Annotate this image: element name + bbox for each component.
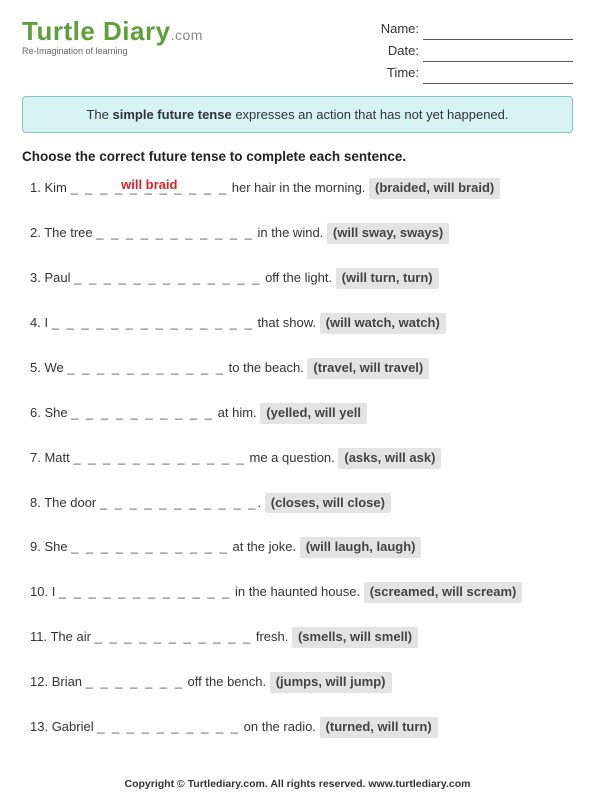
logo: Turtle Diary.com Re-Imagination of learn… xyxy=(22,18,203,56)
worksheet-header: Turtle Diary.com Re-Imagination of learn… xyxy=(22,18,573,84)
option-hint: (travel, will travel) xyxy=(307,358,429,379)
option-hint: (will sway, sways) xyxy=(327,223,449,244)
question-row: 3. Paul _ _ _ _ _ _ _ _ _ _ _ _ _ off th… xyxy=(30,268,573,289)
answer-blank[interactable]: _ _ _ _ _ _ _ _ _ _ _ xyxy=(67,360,225,377)
answer-blank[interactable]: _ _ _ _ _ _ _ _ _ _ xyxy=(97,719,240,736)
question-pre: We xyxy=(44,360,67,375)
question-post: at him. xyxy=(214,405,260,420)
answer-blank[interactable]: _ _ _ _ _ _ _ _ _ _ _ xyxy=(71,539,229,556)
logo-tagline: Re-Imagination of learning xyxy=(22,46,203,56)
option-hint: (braided, will braid) xyxy=(369,178,500,199)
intro-prefix: The xyxy=(86,107,112,122)
question-row: 8. The door _ _ _ _ _ _ _ _ _ _ _. (clos… xyxy=(30,493,573,514)
option-hint: (yelled, will yell xyxy=(260,403,367,424)
filled-answer: will braid xyxy=(121,177,177,194)
question-row: 7. Matt _ _ _ _ _ _ _ _ _ _ _ _ me a que… xyxy=(30,448,573,469)
question-number: 7. xyxy=(30,450,44,465)
question-row: 10. I _ _ _ _ _ _ _ _ _ _ _ _ in the hau… xyxy=(30,582,573,603)
question-number: 13. xyxy=(30,719,52,734)
question-row: 5. We _ _ _ _ _ _ _ _ _ _ _ to the beach… xyxy=(30,358,573,379)
answer-blank[interactable]: _ _ _ _ _ _ _ _ _ _ _ xyxy=(100,495,258,512)
question-row: 12. Brian _ _ _ _ _ _ _ off the bench. (… xyxy=(30,672,573,693)
date-label: Date: xyxy=(388,43,419,58)
meta-fields: Name: Date: Time: xyxy=(381,18,573,84)
question-post: at the joke. xyxy=(229,539,300,554)
question-row: 1. Kim _ _ _ _ _ _ _ _ _ _ _will braid h… xyxy=(30,178,573,199)
intro-bold: simple future tense xyxy=(113,107,232,122)
question-number: 10. xyxy=(30,584,52,599)
question-row: 9. She _ _ _ _ _ _ _ _ _ _ _ at the joke… xyxy=(30,537,573,558)
intro-suffix: expresses an action that has not yet hap… xyxy=(232,107,509,122)
footer: Copyright © Turtlediary.com. All rights … xyxy=(0,778,595,790)
question-number: 3. xyxy=(30,270,44,285)
question-number: 4. xyxy=(30,315,44,330)
option-hint: (will watch, watch) xyxy=(320,313,446,334)
question-pre: Paul xyxy=(44,270,74,285)
answer-blank[interactable]: _ _ _ _ _ _ _ _ _ _ _ _ xyxy=(59,584,232,601)
answer-blank[interactable]: _ _ _ _ _ _ _ _ _ _ _ xyxy=(96,225,254,242)
option-hint: (jumps, will jump) xyxy=(270,672,392,693)
logo-dotcom: .com xyxy=(171,27,203,43)
option-hint: (smells, will smell) xyxy=(292,627,418,648)
question-pre: She xyxy=(44,539,71,554)
option-hint: (screamed, will scream) xyxy=(364,582,523,603)
logo-text: Turtle Diary.com xyxy=(22,18,203,44)
answer-blank[interactable]: _ _ _ _ _ _ _ _ _ _ _ _ _ xyxy=(74,270,261,287)
question-pre: The tree xyxy=(44,225,96,240)
option-hint: (asks, will ask) xyxy=(338,448,441,469)
option-hint: (will laugh, laugh) xyxy=(300,537,422,558)
question-pre: Kim xyxy=(44,180,70,195)
question-pre: Brian xyxy=(52,674,86,689)
question-row: 6. She _ _ _ _ _ _ _ _ _ _ at him. (yell… xyxy=(30,403,573,424)
question-post: fresh. xyxy=(252,629,292,644)
instruction: Choose the correct future tense to compl… xyxy=(22,149,573,164)
answer-blank[interactable]: _ _ _ _ _ _ _ _ _ _ _ _ _ _ xyxy=(52,315,254,332)
question-pre: Gabriel xyxy=(52,719,98,734)
question-post: off the bench. xyxy=(184,674,270,689)
question-row: 2. The tree _ _ _ _ _ _ _ _ _ _ _ in the… xyxy=(30,223,573,244)
answer-blank[interactable]: _ _ _ _ _ _ _ _ _ _ _ _ xyxy=(73,450,246,467)
question-list: 1. Kim _ _ _ _ _ _ _ _ _ _ _will braid h… xyxy=(22,178,573,738)
question-number: 2. xyxy=(30,225,44,240)
question-post: me a question. xyxy=(246,450,339,465)
question-row: 11. The air _ _ _ _ _ _ _ _ _ _ _ fresh.… xyxy=(30,627,573,648)
question-post: her hair in the morning. xyxy=(228,180,369,195)
time-label: Time: xyxy=(387,65,419,80)
question-number: 5. xyxy=(30,360,44,375)
question-pre: The door xyxy=(44,495,100,510)
time-blank[interactable] xyxy=(423,83,573,84)
name-label: Name: xyxy=(381,21,419,36)
option-hint: (turned, will turn) xyxy=(320,717,438,738)
answer-blank[interactable]: _ _ _ _ _ _ _ _ _ _ _will braid xyxy=(70,180,228,197)
logo-brand: Turtle Diary xyxy=(22,16,171,46)
option-hint: (will turn, turn) xyxy=(336,268,439,289)
question-pre: I xyxy=(44,315,51,330)
answer-blank[interactable]: _ _ _ _ _ _ _ _ _ _ _ xyxy=(95,629,253,646)
question-number: 12. xyxy=(30,674,52,689)
answer-blank[interactable]: _ _ _ _ _ _ _ _ _ _ xyxy=(71,405,214,422)
question-pre: She xyxy=(44,405,71,420)
question-row: 4. I _ _ _ _ _ _ _ _ _ _ _ _ _ _ that sh… xyxy=(30,313,573,334)
question-post: on the radio. xyxy=(240,719,320,734)
question-post: that show. xyxy=(254,315,320,330)
answer-blank[interactable]: _ _ _ _ _ _ _ xyxy=(86,674,184,691)
question-number: 8. xyxy=(30,495,44,510)
question-post: off the light. xyxy=(261,270,335,285)
question-pre: I xyxy=(52,584,59,599)
question-post: . xyxy=(258,495,265,510)
question-row: 13. Gabriel _ _ _ _ _ _ _ _ _ _ on the r… xyxy=(30,717,573,738)
question-post: to the beach. xyxy=(225,360,307,375)
question-post: in the haunted house. xyxy=(231,584,363,599)
question-number: 6. xyxy=(30,405,44,420)
question-pre: Matt xyxy=(44,450,73,465)
question-post: in the wind. xyxy=(254,225,327,240)
intro-box: The simple future tense expresses an act… xyxy=(22,96,573,133)
question-number: 1. xyxy=(30,180,44,195)
question-pre: The air xyxy=(50,629,94,644)
question-number: 9. xyxy=(30,539,44,554)
option-hint: (closes, will close) xyxy=(265,493,391,514)
question-number: 11. xyxy=(30,629,50,644)
